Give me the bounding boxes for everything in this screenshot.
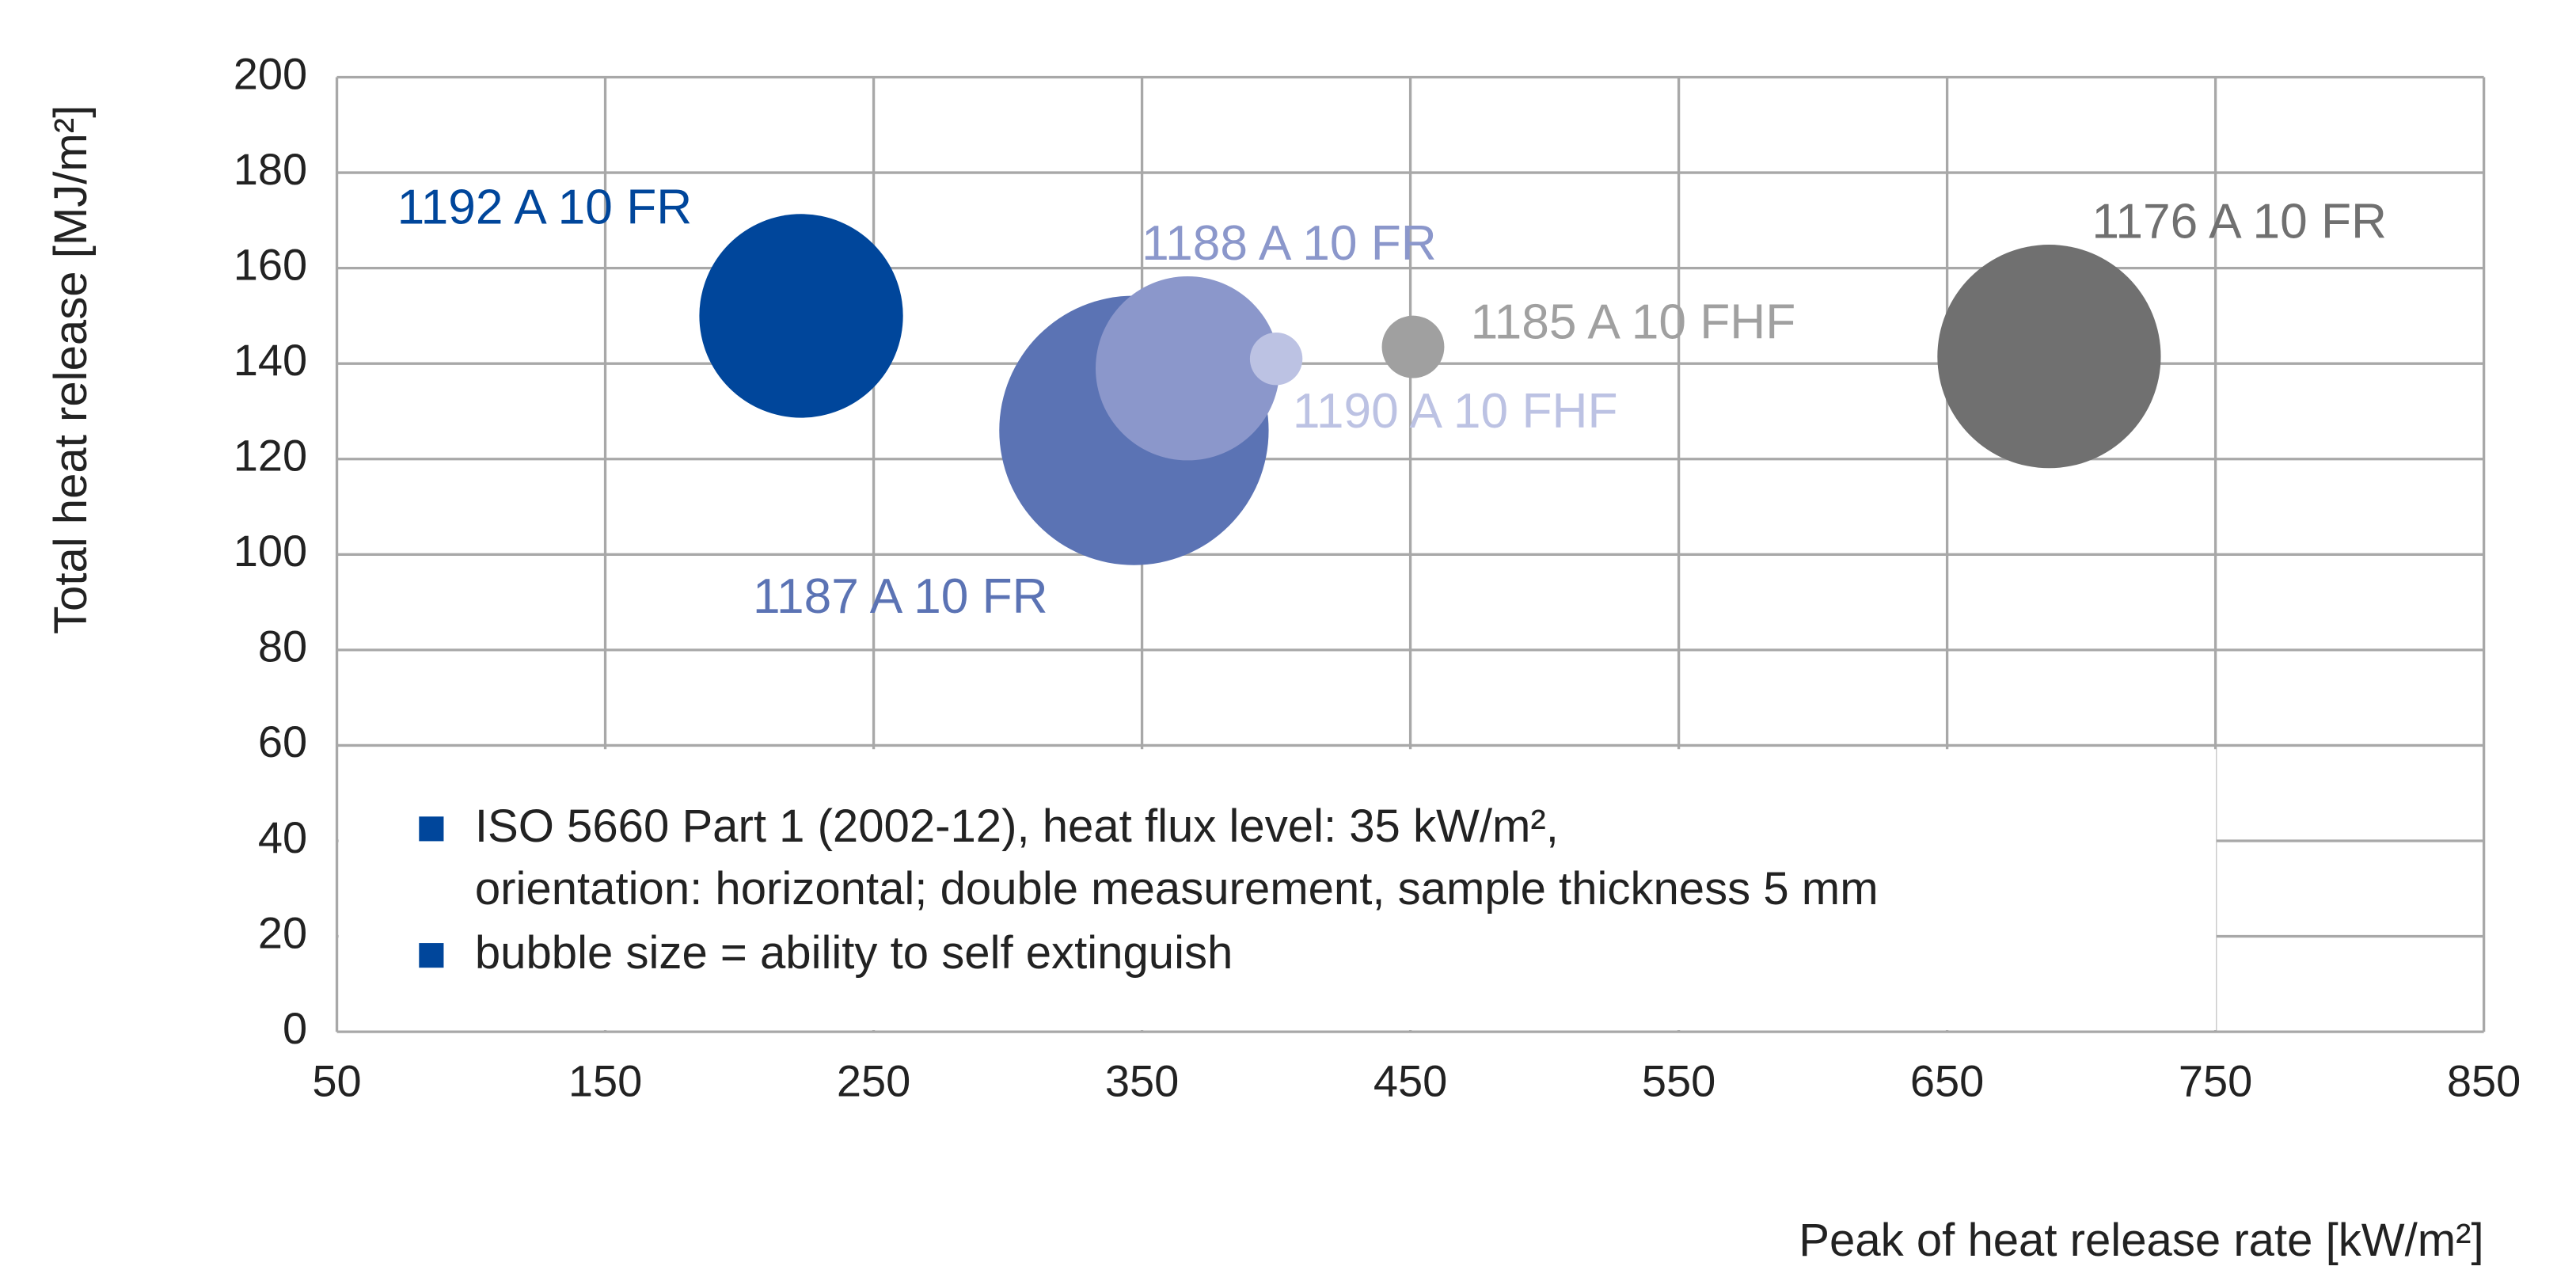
x-tick-label: 850 <box>2447 1055 2521 1105</box>
x-tick-label: 150 <box>568 1055 642 1105</box>
x-tick-label: 650 <box>1910 1055 1984 1105</box>
bubble-label: 1187 A 10 FR <box>753 569 1048 624</box>
x-tick-label: 550 <box>1642 1055 1715 1105</box>
bubble <box>1381 315 1445 378</box>
x-tick-label: 250 <box>837 1055 910 1105</box>
y-tick-label: 180 <box>234 144 307 194</box>
bubble <box>1096 276 1280 461</box>
note-bullet <box>419 943 444 968</box>
bubble <box>1249 332 1303 386</box>
bubble-label: 1188 A 10 FR <box>1142 216 1437 271</box>
y-axis-label: Total heat release [MJ/m²] <box>45 105 97 634</box>
y-tick-label: 100 <box>234 526 307 576</box>
bubble-label: 1192 A 10 FR <box>397 181 693 235</box>
x-tick-label: 750 <box>2179 1055 2252 1105</box>
bubble-label: 1176 A 10 FR <box>2092 195 2387 249</box>
bubble-label: 1185 A 10 FHF <box>1471 295 1796 350</box>
x-tick-label: 350 <box>1105 1055 1179 1105</box>
note-box <box>338 749 2217 1031</box>
x-tick-label: 450 <box>1373 1055 1447 1105</box>
bubble <box>699 214 903 418</box>
note-text: ISO 5660 Part 1 (2002-12), heat flux lev… <box>475 800 1559 852</box>
y-tick-label: 120 <box>234 431 307 481</box>
note-text: bubble size = ability to self extinguish <box>475 927 1233 979</box>
x-axis-label: Peak of heat release rate [kW/m²] <box>1799 1215 2483 1266</box>
y-tick-label: 160 <box>234 239 307 289</box>
bubble <box>1937 245 2161 469</box>
y-tick-label: 20 <box>258 907 307 957</box>
note-text: orientation: horizontal; double measurem… <box>475 863 1879 914</box>
note-bullet <box>419 816 444 842</box>
x-tick-label: 50 <box>312 1055 361 1105</box>
y-tick-label: 200 <box>234 48 307 98</box>
y-tick-label: 60 <box>258 717 307 766</box>
bubble-label: 1190 A 10 FHF <box>1293 384 1618 439</box>
y-tick-label: 80 <box>258 622 307 671</box>
y-tick-label: 140 <box>234 335 307 385</box>
y-tick-label: 40 <box>258 812 307 862</box>
y-tick-label: 0 <box>283 1003 307 1053</box>
